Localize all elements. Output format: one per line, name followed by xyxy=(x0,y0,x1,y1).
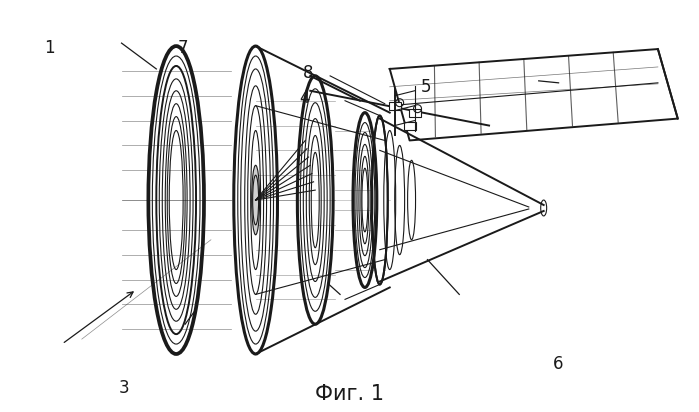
Text: 4: 4 xyxy=(299,89,310,107)
Ellipse shape xyxy=(353,112,377,288)
Text: Фиг. 1: Фиг. 1 xyxy=(315,384,384,404)
Ellipse shape xyxy=(297,76,333,324)
Ellipse shape xyxy=(252,165,259,235)
Text: 7: 7 xyxy=(178,40,188,57)
Text: 8: 8 xyxy=(303,64,313,82)
Bar xyxy=(389,102,401,110)
Ellipse shape xyxy=(233,46,278,354)
Bar xyxy=(409,109,421,117)
Text: 6: 6 xyxy=(552,355,563,372)
Text: 1: 1 xyxy=(44,40,55,57)
Text: 5: 5 xyxy=(421,78,431,96)
Ellipse shape xyxy=(372,116,388,284)
Ellipse shape xyxy=(148,46,204,354)
Text: 3: 3 xyxy=(119,379,129,397)
Bar xyxy=(403,122,415,129)
